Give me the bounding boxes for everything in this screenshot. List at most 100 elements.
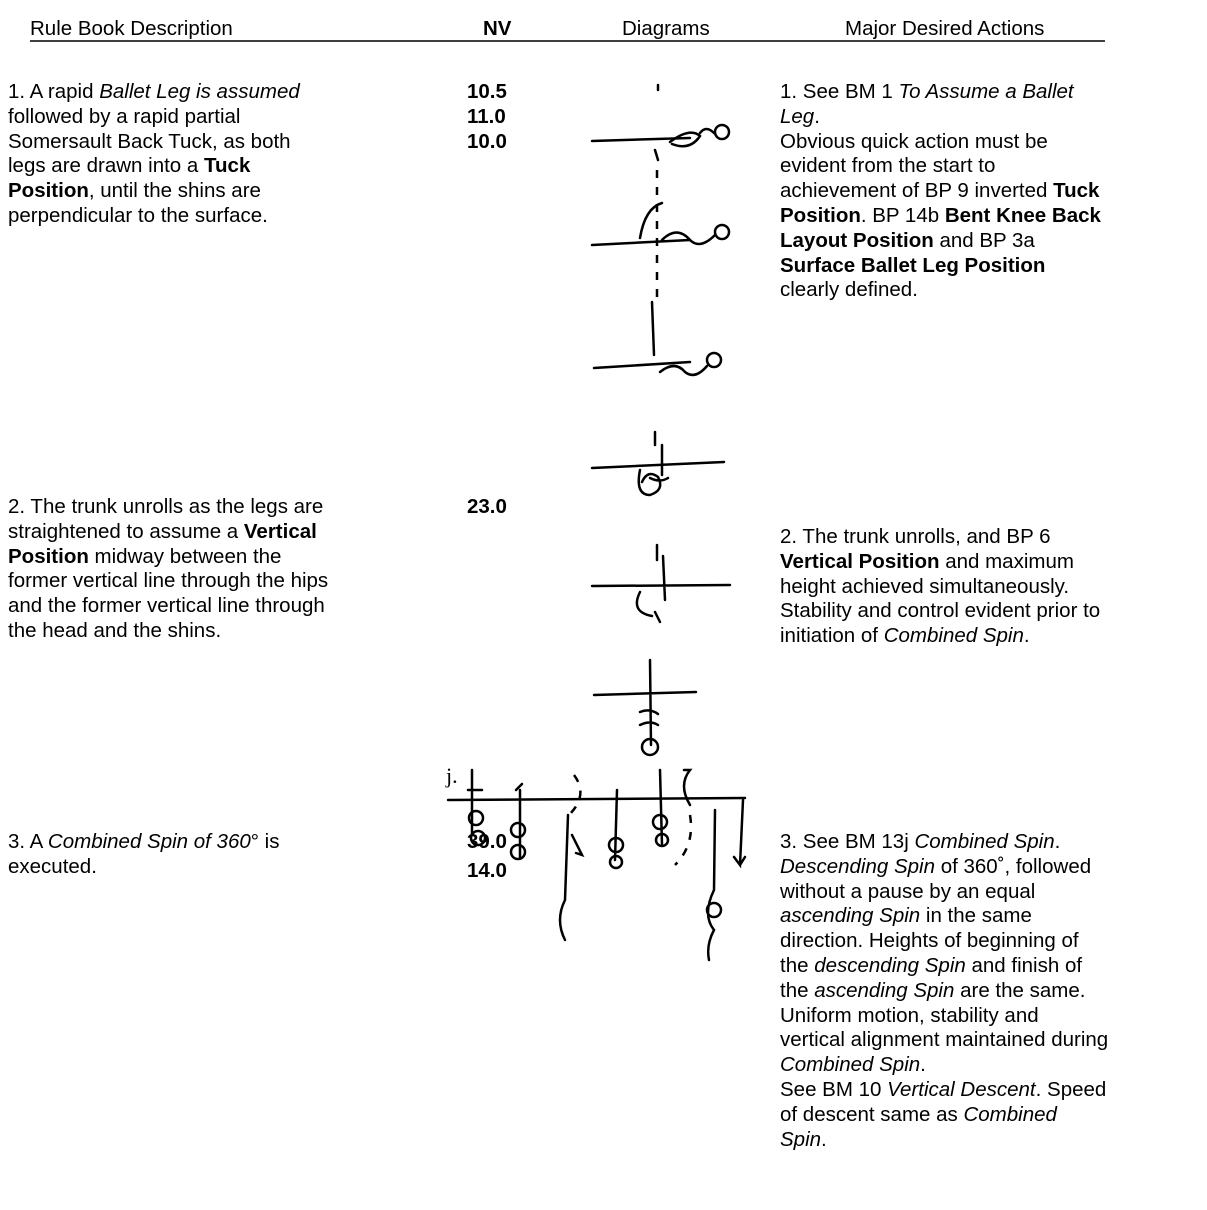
text-run: straightened to assume a xyxy=(8,519,244,543)
nv-values: 23.0 xyxy=(467,495,507,520)
text-run: former vertical line through the hips xyxy=(8,569,329,593)
text-run: of 360˚, followed xyxy=(935,854,1092,878)
text-run: . Speed xyxy=(1035,1077,1107,1101)
text-line: height achieved simultaneously. xyxy=(780,575,1100,600)
text-run: 2. The trunk unrolls, and BP 6 xyxy=(780,525,1051,548)
rule-description: 1. A rapid Ballet Leg is assumed followed… xyxy=(8,80,300,229)
text-run: Uniform motion, stability and xyxy=(780,1003,1039,1027)
text-run: ascending Spin xyxy=(780,904,921,928)
text-run: of descent same as xyxy=(780,1102,964,1126)
text-run: Bent Knee Back xyxy=(944,203,1101,227)
text-line: of descent same as Combined xyxy=(780,1103,1108,1128)
text-run: descending Spin xyxy=(814,953,966,977)
text-line: Leg. xyxy=(780,105,1101,130)
text-run: . xyxy=(821,1127,827,1151)
text-run: . xyxy=(814,104,820,128)
text-line: the descending Spin and finish of xyxy=(780,954,1108,979)
text-line: ascending Spin in the same xyxy=(780,904,1108,929)
text-run: Surface Ballet Leg Position xyxy=(780,253,1046,277)
text-line: Layout Position and BP 3a xyxy=(780,229,1101,254)
text-line: Descending Spin of 360˚, followed xyxy=(780,855,1108,880)
text-run: direction. Heights of beginning of xyxy=(780,929,1079,953)
text-line: Position. BP 14b Bent Knee Back xyxy=(780,204,1101,229)
text-line: Uniform motion, stability and xyxy=(780,1004,1108,1029)
nv-value: 39.0 xyxy=(467,830,507,853)
text-run: . xyxy=(1023,624,1030,648)
text-run: legs are drawn into a xyxy=(8,154,205,178)
column-header: Diagrams xyxy=(622,17,710,40)
text-run: and finish of xyxy=(965,953,1083,977)
text-line: Stability and control evident prior to xyxy=(780,599,1100,624)
text-run: . xyxy=(920,1053,926,1077)
text-run: are the same. xyxy=(954,978,1086,1002)
text-run: Vertical xyxy=(243,519,317,543)
text-run: Combined Spin of 360 xyxy=(47,830,251,853)
text-run: and the former vertical line through xyxy=(8,594,325,618)
text-run: Combined Spin xyxy=(914,830,1055,853)
text-run: ascending Spin xyxy=(814,978,955,1002)
text-line: Somersault Back Tuck, as both xyxy=(8,130,300,155)
text-run: initiation of xyxy=(780,624,884,648)
text-run: and BP 3a xyxy=(933,228,1035,252)
text-line: See BM 10 Vertical Descent. Speed xyxy=(780,1078,1108,1103)
text-run: Tuck xyxy=(204,154,251,178)
nv-value: 10.0 xyxy=(467,129,507,153)
text-line: clearly defined. xyxy=(780,278,1101,303)
text-line: 2. The trunk unrolls as the legs are xyxy=(8,495,328,520)
text-line: the head and the shins. xyxy=(8,619,328,644)
text-run: 1. A rapid xyxy=(8,80,100,103)
text-run: achievement of BP 9 inverted xyxy=(780,179,1054,203)
nv-value: 10.5 xyxy=(467,80,507,103)
text-run: Descending Spin xyxy=(780,854,935,878)
desired-actions: 3. See BM 13j Combined Spin. Descending S… xyxy=(780,830,1108,1152)
text-run: Position xyxy=(780,203,861,227)
text-line: 1. See BM 1 To Assume a Ballet xyxy=(780,80,1101,105)
nv-values: 39.0 14.0 xyxy=(467,830,507,884)
text-run: Leg xyxy=(780,104,815,128)
text-run: Ballet Leg is assumed xyxy=(99,80,300,103)
text-line: followed by a rapid partial xyxy=(8,105,300,130)
text-line: evident from the start to xyxy=(780,154,1101,179)
text-line: Position midway between the xyxy=(8,545,328,570)
desired-actions: 1. See BM 1 To Assume a Ballet Leg. Obviou… xyxy=(780,80,1101,303)
text-run: in the same xyxy=(920,904,1032,928)
rule-description: 3. A Combined Spin of 360° is executed. xyxy=(8,830,279,880)
nv-value: 23.0 xyxy=(467,495,507,518)
text-run: without a pause by an equal xyxy=(780,879,1036,903)
column-header: NV xyxy=(483,17,512,40)
text-run: clearly defined. xyxy=(780,278,918,302)
text-run: 1. See BM 1 xyxy=(780,80,899,103)
text-line: 2. The trunk unrolls, and BP 6 xyxy=(780,525,1100,550)
text-run: ° is xyxy=(250,830,280,853)
text-run: See BM 10 xyxy=(780,1077,888,1101)
text-line: and the former vertical line through xyxy=(8,594,328,619)
column-header: Rule Book Description xyxy=(30,17,233,40)
text-run: the xyxy=(780,978,815,1002)
text-line: vertical alignment maintained during xyxy=(780,1028,1108,1053)
text-line: without a pause by an equal xyxy=(780,880,1108,905)
text-run: height achieved simultaneously. xyxy=(780,574,1070,598)
text-run: Obvious quick action must be xyxy=(780,129,1048,153)
text-run: the xyxy=(780,953,815,977)
text-run: perpendicular to the surface. xyxy=(8,203,268,227)
text-line: perpendicular to the surface. xyxy=(8,204,300,229)
text-line: initiation of Combined Spin. xyxy=(780,624,1100,649)
text-run: the head and the shins. xyxy=(8,618,222,642)
desired-actions: 2. The trunk unrolls, and BP 6 Vertical P… xyxy=(780,525,1100,649)
text-run: . BP 14b xyxy=(860,203,945,227)
text-line: former vertical line through the hips xyxy=(8,569,328,594)
text-run: evident from the start to xyxy=(780,154,996,178)
text-run: Vertical Descent xyxy=(887,1077,1036,1101)
diagram-row-1 xyxy=(590,83,731,377)
text-run: To Assume a Ballet xyxy=(898,80,1074,103)
text-run: , until the shins are xyxy=(88,179,261,203)
text-line: straightened to assume a Vertical xyxy=(8,520,328,545)
text-run: Somersault Back Tuck, as both xyxy=(8,129,291,153)
text-run: Spin xyxy=(780,1127,822,1151)
text-run: Tuck xyxy=(1053,179,1100,203)
nv-values: 10.5 11.0 10.0 xyxy=(467,80,507,154)
text-run: Combined Spin xyxy=(780,1053,921,1077)
text-run: midway between the xyxy=(88,544,282,568)
